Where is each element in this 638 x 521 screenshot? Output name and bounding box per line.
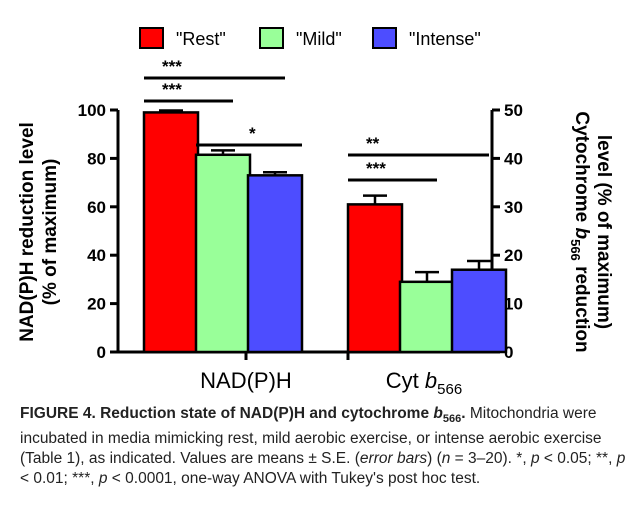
significance-brackets: ************ [144, 57, 489, 182]
legend-label-mild: "Mild" [296, 29, 342, 49]
caption-text-4: < 0.05; **, [539, 450, 617, 468]
significance-label: ** [366, 134, 380, 153]
bar-cyt-b566-intense [450, 268, 508, 354]
caption-text-6: < 0.0001, one-way ANOVA with Tukey's pos… [107, 470, 481, 488]
caption-title: Reduction state of NAD(P)H and cytochrom… [100, 405, 434, 422]
caption-title-subscript: 566 [442, 413, 462, 426]
left-axis-tick-label: 0 [97, 343, 106, 362]
caption-figure-label: FIGURE 4. [20, 405, 101, 422]
bar-nadph-mild [194, 153, 252, 354]
right-axis-tick-label: 0 [504, 343, 513, 362]
caption-p-2: p [616, 450, 626, 468]
legend-label-rest: "Rest" [176, 29, 226, 49]
legend-swatch-mild [259, 27, 284, 49]
caption-text-1: Mitochondria were incubated in media mim… [20, 405, 602, 468]
left-axis-tick-label: 100 [78, 101, 106, 120]
left-axis-title-line-1: NAD(P)H reduction level [17, 122, 38, 342]
significance-label: *** [162, 57, 182, 76]
right-y-axis: 0 10 20 30 40 50 [490, 101, 523, 362]
caption-p-1: p [530, 450, 540, 468]
caption-title-italic: b [433, 405, 443, 422]
legend-swatch-intense [372, 27, 397, 49]
category-label: NAD(P)H [200, 368, 292, 393]
left-axis-tick-label: 20 [87, 295, 106, 314]
bars [142, 109, 508, 354]
caption-title-end: . [461, 405, 466, 422]
right-axis-tick-label: 10 [504, 295, 523, 314]
legend: "Rest" "Mild" "Intense" [139, 27, 481, 49]
figure-caption: FIGURE 4. Reduction state of NAD(P)H and… [20, 404, 628, 489]
caption-text-2: ) ( [427, 450, 442, 468]
caption-p-3: p [98, 470, 108, 488]
category-label: Cyt b566 [386, 368, 462, 398]
right-axis-title-line-1: Cytochrome b566 reduction [568, 111, 592, 352]
right-axis-title-italic: b [571, 227, 592, 239]
bar-nadph-rest [142, 111, 200, 354]
caption-text-3: = 3–20). *, [450, 450, 531, 468]
significance-label: * [249, 124, 256, 143]
category-label-main: NAD(P)H [200, 368, 292, 393]
category-label-italic: b [425, 368, 437, 393]
left-axis-tick-label: 60 [87, 198, 106, 217]
category-labels: NAD(P)H Cyt b566 [200, 368, 462, 398]
right-axis-tick-label: 50 [504, 101, 523, 120]
significance-label: *** [366, 159, 386, 178]
bar-cyt-b566-mild [398, 280, 456, 354]
caption-error-bars: error bars [359, 450, 428, 468]
right-axis-title-part-a: Cytochrome [571, 111, 592, 227]
legend-swatch-rest [139, 27, 164, 49]
right-axis-title-line-2: level (% of maximum) [593, 135, 614, 329]
caption-n: n [441, 450, 451, 468]
right-axis-tick-label: 40 [504, 149, 523, 168]
category-label-main: Cyt [386, 368, 425, 393]
significance-label: *** [162, 80, 182, 99]
legend-label-intense: "Intense" [409, 29, 481, 49]
right-axis-title-subscript: 566 [568, 239, 583, 261]
bar-cyt-b566-rest [346, 203, 404, 354]
left-axis-tick-label: 40 [87, 246, 106, 265]
right-axis-tick-label: 30 [504, 198, 523, 217]
right-axis-title-part-b: reduction [571, 261, 592, 353]
left-axis-tick-label: 80 [87, 149, 106, 168]
caption-text-5: < 0.01; ***, [20, 470, 99, 488]
bar-nadph-intense [246, 174, 304, 354]
right-axis-tick-label: 20 [504, 246, 523, 265]
category-label-subscript: 566 [437, 381, 462, 398]
bar-chart: "Rest" "Mild" "Intense" 0 20 40 60 80 100 0 10 20… [17, 27, 614, 398]
left-axis-title-line-2: (% of maximum) [40, 159, 61, 306]
